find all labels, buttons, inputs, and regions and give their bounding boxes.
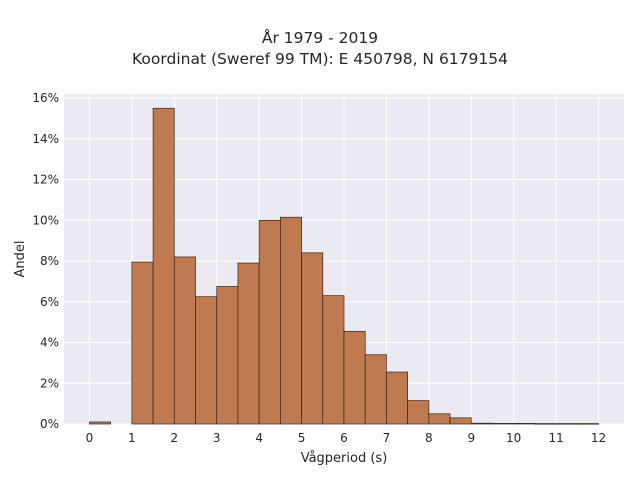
histogram-bar: [322, 295, 345, 425]
histogram-bar: [216, 286, 239, 425]
y-tick-label: 0%: [40, 417, 59, 431]
histogram-bar: [364, 354, 387, 425]
histogram-bar: [534, 423, 557, 425]
x-axis-label: Vågperiod (s): [301, 451, 388, 466]
x-tick-label: 12: [591, 431, 606, 445]
x-tick-label: 4: [255, 431, 263, 445]
y-tick-label: 4%: [40, 336, 59, 350]
x-axis-ticks: 0 1 2 3 4 5 6 7 8 9 10 11 12: [86, 431, 607, 445]
histogram-bar: [407, 400, 430, 425]
bars: [89, 107, 599, 425]
x-tick-label: 0: [86, 431, 94, 445]
histogram-bar: [152, 107, 175, 425]
histogram-bar: [492, 423, 515, 425]
histogram-bar: [89, 421, 112, 425]
y-tick-label: 16%: [32, 91, 59, 105]
histogram-bar: [470, 422, 493, 425]
x-tick-label: 6: [340, 431, 348, 445]
histogram-bar: [513, 423, 536, 425]
histogram-bar: [237, 262, 260, 425]
histogram-bar: [386, 371, 408, 425]
histogram-bar: [195, 296, 218, 425]
x-tick-label: 1: [128, 431, 136, 445]
chart-title: År 1979 - 2019: [261, 29, 379, 47]
histogram-bar: [428, 413, 451, 425]
histogram-bar: [343, 330, 366, 425]
histogram-bar: [173, 256, 196, 425]
histogram-bar: [449, 417, 472, 425]
histogram-bar: [131, 261, 154, 425]
y-tick-label: 6%: [40, 295, 59, 309]
y-tick-label: 14%: [32, 132, 59, 146]
y-axis-label: Andel: [13, 241, 28, 278]
chart-subtitle: Koordinat (Sweref 99 TM): E 450798, N 61…: [132, 50, 508, 68]
y-tick-label: 8%: [40, 254, 59, 268]
y-tick-label: 10%: [32, 213, 59, 227]
x-tick-label: 2: [170, 431, 178, 445]
histogram-bar: [258, 219, 281, 425]
histogram-bar: [301, 252, 324, 425]
histogram-bar: [280, 216, 302, 425]
x-tick-label: 5: [298, 431, 306, 445]
y-tick-label: 12%: [32, 173, 59, 187]
x-tick-label: 8: [425, 431, 433, 445]
x-tick-label: 9: [467, 431, 475, 445]
y-axis-ticks: 0% 2% 4% 6% 8% 10% 12% 14% 16%: [32, 91, 59, 431]
x-tick-label: 11: [548, 431, 563, 445]
x-tick-label: 3: [213, 431, 221, 445]
histogram-bar: [576, 423, 599, 425]
x-tick-label: 10: [506, 431, 521, 445]
x-tick-label: 7: [383, 431, 391, 445]
y-tick-label: 2%: [40, 376, 59, 390]
histogram-bar: [555, 423, 578, 425]
